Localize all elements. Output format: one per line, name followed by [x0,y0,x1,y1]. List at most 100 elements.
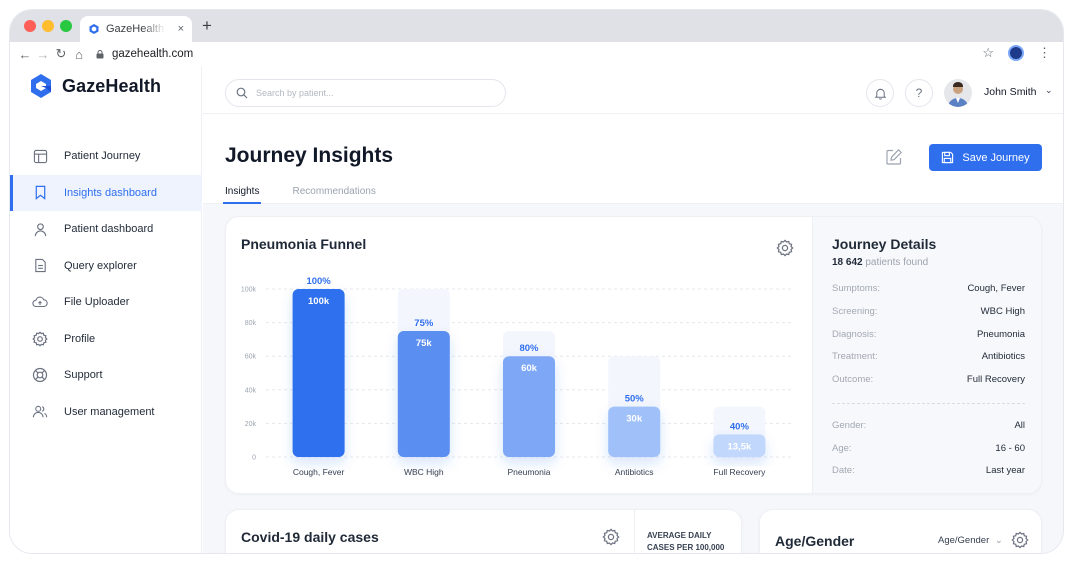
bell-icon [874,88,886,100]
bookmark-star-icon[interactable]: ☆ [982,45,994,60]
user-name[interactable]: John Smith [984,86,1037,98]
users-icon [32,404,48,420]
bookmark-icon [32,185,48,201]
minimize-window-button[interactable] [42,20,54,32]
user-photo-icon [944,79,972,107]
sidebar-item-profile[interactable]: Profile [10,321,202,358]
sidebar-menu: Patient Journey Insights dashboard Patie… [10,138,202,430]
average-daily-panel: AVERAGE DAILY CASES PER 100,000 [634,510,743,553]
detail-row: Screening: WBC High [832,306,1025,317]
document-icon [32,258,48,274]
browser-window: GazeHealth × + ← → ↻ ⌂ gazehealth.com ☆ … [10,10,1063,553]
layout-icon [32,148,48,164]
patient-count: 18 642 [832,257,863,268]
detail-value: Full Recovery [966,374,1025,385]
x-category-label: WBC High [404,467,444,477]
detail-value: Antibiotics [981,351,1025,362]
sidebar-item-file-uploader[interactable]: File Uploader [10,284,202,321]
tab-insights[interactable]: Insights [222,186,262,204]
detail-row: Date: Last year [832,465,1025,476]
browser-tabbar: GazeHealth × + [10,10,1063,42]
journey-details-title: Journey Details [832,236,937,252]
bar-value-label: 30k [626,414,643,425]
address-bar: ← → ↻ ⌂ gazehealth.com ☆ ⋮ [10,42,1063,66]
sidebar-item-label: Patient Journey [64,150,141,163]
age-gender-select[interactable]: Age/Gender ⌄ [938,535,1003,546]
sidebar-item-label: User management [64,405,155,418]
help-button[interactable]: ? [905,79,933,107]
sidebar: GazeHealth Patient Journey Insights dash… [10,66,202,553]
chevron-down-icon: ⌄ [994,535,1003,546]
age-gender-settings-gear-icon[interactable] [1011,531,1029,549]
age-gender-select-value: Age/Gender [938,535,990,546]
browser-tab[interactable]: GazeHealth × [80,16,192,42]
notifications-button[interactable] [866,79,894,107]
lifebuoy-icon [32,367,48,383]
funnel-chart: 0 20k 40k 60k 80k 100k 100k 100% Cough, Fever 75… [241,276,792,477]
home-icon[interactable]: ⌂ [75,46,83,62]
sidebar-item-user-management[interactable]: User management [10,394,202,431]
sidebar-item-insights-dashboard[interactable]: Insights dashboard [10,174,202,211]
sidebar-item-patient-dashboard[interactable]: Patient dashboard [10,211,202,248]
detail-value: Last year [985,465,1025,476]
forward-arrow-icon[interactable]: → [36,46,50,62]
detail-key: Treatment: [832,351,878,362]
sidebar-item-label: Support [64,369,103,382]
bar-percent-label: 50% [625,394,645,405]
details-divider [832,403,1025,404]
detail-value: All [1014,420,1025,431]
new-tab-button[interactable]: + [202,16,212,35]
save-journey-button[interactable]: Save Journey [929,144,1042,171]
sidebar-item-label: Profile [64,332,96,345]
x-category-label: Antibiotics [615,467,654,477]
help-icon: ? [915,86,923,100]
sidebar-item-query-explorer[interactable]: Query explorer [10,248,202,285]
app: GazeHealth Patient Journey Insights dash… [10,66,1063,553]
bar-value-label: 60k [521,363,538,374]
bar-value-label: 100k [308,296,330,307]
gazehealth-logo-icon [31,74,51,98]
avatar[interactable] [944,79,972,107]
edit-icon[interactable] [885,148,903,166]
patients-found: 18 642 patients found [832,257,928,268]
y-tick-label: 60k [245,354,257,361]
sidebar-item-patient-journey[interactable]: Patient Journey [10,138,202,175]
detail-row: Gender: All [832,420,1025,431]
x-category-label: Full Recovery [713,467,766,477]
average-daily-label: AVERAGE DAILY CASES PER 100,000 [647,531,725,552]
topbar: ? John Smith ⌄ [203,66,1063,114]
browser-menu-icon[interactable]: ⋮ [1038,45,1051,60]
detail-row: Age: 16 - 60 [832,443,1025,454]
bar-value-label: 75k [416,338,433,349]
gazehealth-favicon-icon [89,24,99,34]
covid-settings-gear-icon[interactable] [602,528,620,546]
page-tabs: Insights Recommendations [222,186,376,204]
covid-title: Covid-19 daily cases [241,529,379,545]
sidebar-item-label: Patient dashboard [64,223,154,236]
maximize-window-button[interactable] [60,20,72,32]
chevron-down-icon[interactable]: ⌄ [1045,85,1053,95]
detail-key: Date: [832,465,855,476]
close-tab-icon[interactable]: × [177,23,184,35]
journey-details-panel: Journey Details 18 642 patients found Su… [812,217,1041,493]
url-field[interactable]: gazehealth.com [96,48,193,60]
reload-icon[interactable]: ↻ [55,46,67,61]
back-arrow-icon[interactable]: ← [18,46,32,62]
lock-icon [96,49,104,58]
bar-value-label: 13,5k [728,441,752,452]
search-box[interactable] [225,79,506,107]
y-tick-label: 0 [252,455,256,462]
funnel-settings-gear-icon[interactable] [776,239,794,257]
patient-count-suffix: patients found [865,257,929,268]
y-tick-label: 80k [245,320,257,327]
browser-profile-avatar[interactable] [1008,45,1024,61]
user-icon [32,221,48,237]
detail-key: Outcome: [832,374,874,385]
brand[interactable]: GazeHealth [30,74,161,98]
save-journey-label: Save Journey [962,151,1030,164]
tab-recommendations[interactable]: Recommendations [292,186,376,197]
detail-key: Sumptoms: [832,283,881,294]
close-window-button[interactable] [24,20,36,32]
sidebar-item-support[interactable]: Support [10,357,202,394]
search-input[interactable] [256,88,486,98]
